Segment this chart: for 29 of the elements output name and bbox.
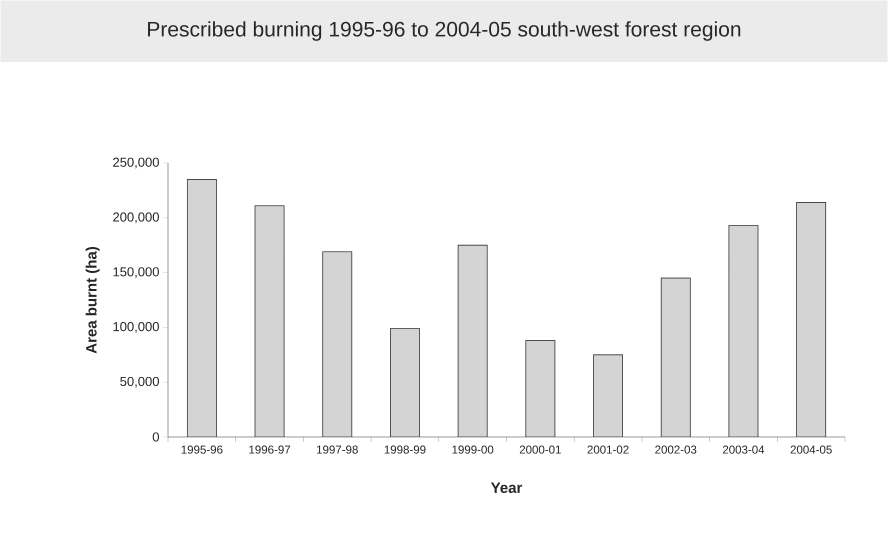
x-tick-label: 1998-99: [384, 446, 426, 454]
bar: [593, 354, 624, 437]
bar: [390, 328, 420, 437]
x-tick-label: 2001-02: [588, 446, 629, 454]
x-tick-label: 2004-05: [790, 446, 832, 454]
y-tick-label: 100,000: [113, 322, 159, 333]
y-axis-title: Area burnt (ha): [86, 247, 100, 354]
x-tick-label: 2003-04: [722, 446, 764, 454]
x-axis-title: Year: [490, 482, 522, 493]
x-tick-label: 1996-97: [249, 446, 290, 454]
y-tick-label: 150,000: [113, 267, 159, 278]
bar: [728, 225, 758, 437]
bar: [186, 179, 217, 437]
bar: [660, 278, 691, 437]
bar: [458, 244, 488, 437]
x-tick-label: 2002-03: [655, 446, 696, 454]
bar: [322, 251, 352, 437]
y-tick-label: 200,000: [113, 212, 159, 224]
x-tick-label: 1999-00: [452, 446, 494, 454]
y-tick-label: 50,000: [120, 376, 159, 388]
y-tick-label: 250,000: [113, 158, 159, 168]
x-tick-label: 2000-01: [520, 446, 561, 454]
chart-title: Prescribed burning 1995-96 to 2004-05 south-west forest region: [148, 21, 740, 41]
x-tick-label: 1997-98: [317, 446, 358, 454]
y-tick-label: 0: [152, 432, 159, 442]
x-tick-label: 1995-96: [182, 446, 222, 454]
bar: [254, 205, 285, 437]
bar: [525, 340, 556, 437]
bar: [796, 202, 826, 437]
